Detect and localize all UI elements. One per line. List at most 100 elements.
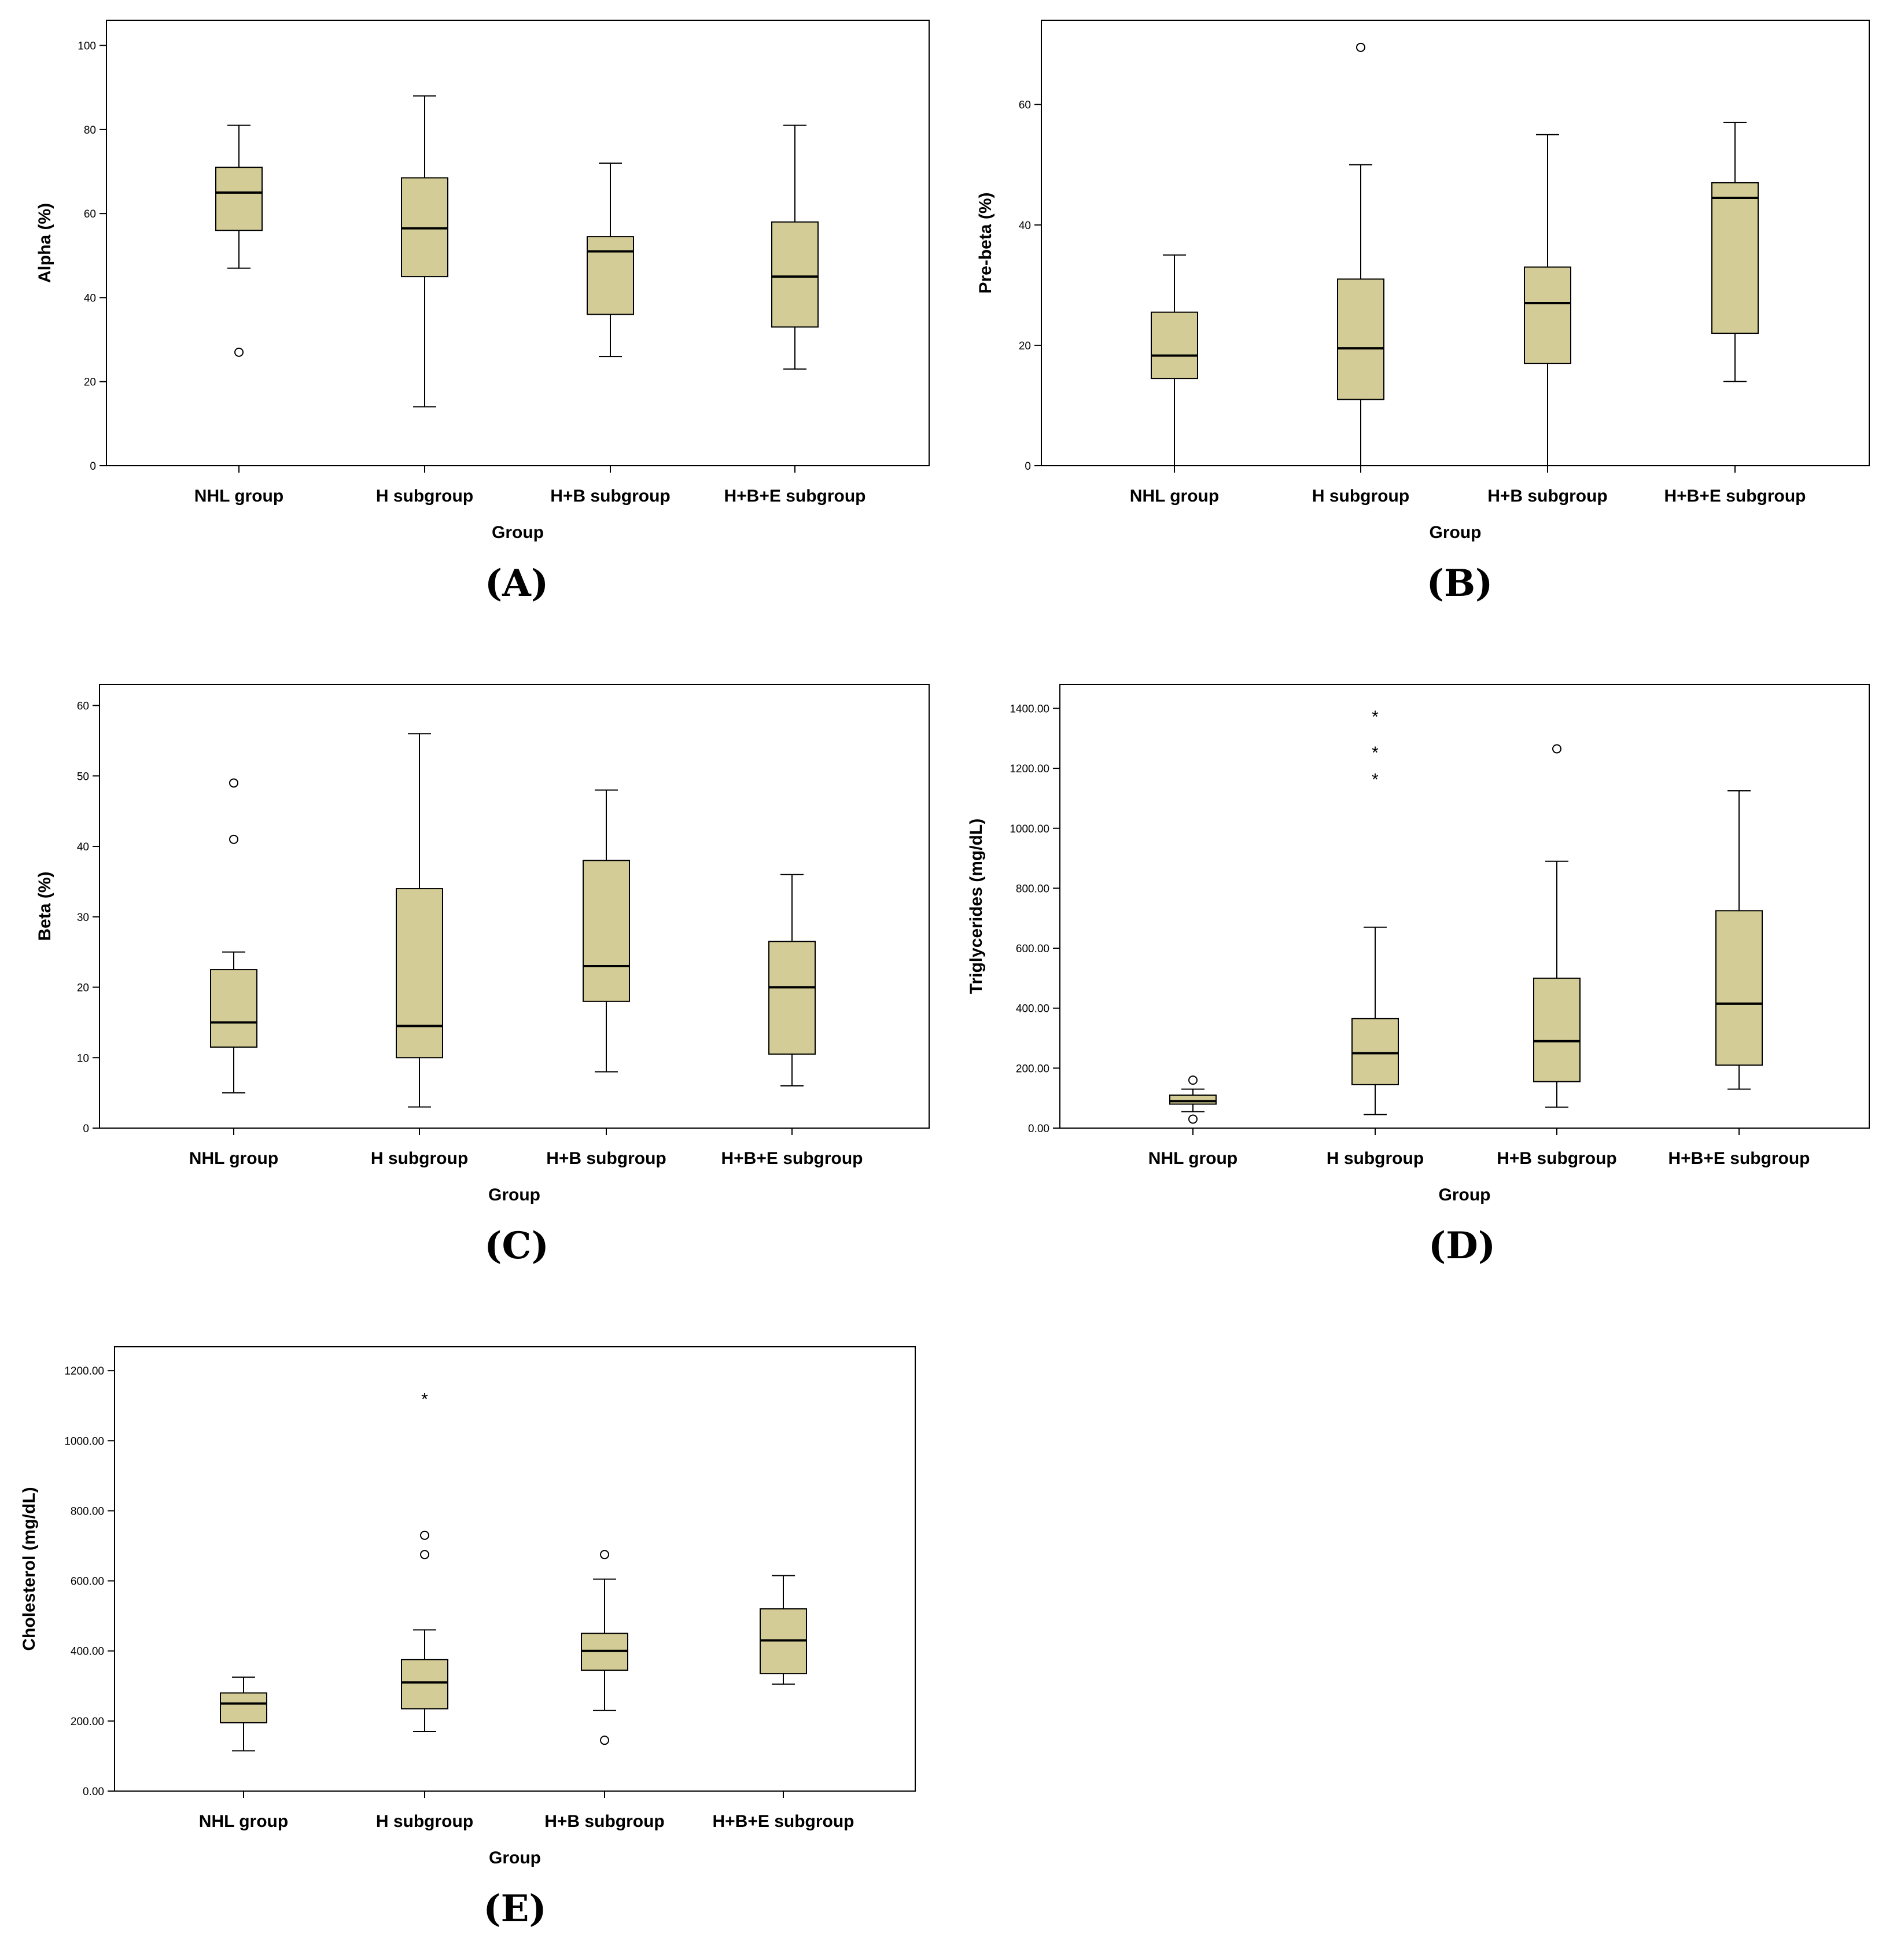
box-plot-1 (215, 124, 263, 357)
panel-label: (C) (484, 1224, 549, 1268)
x-axis-label: Group (489, 1848, 541, 1867)
y-tick-label: 0.00 (1028, 1123, 1049, 1135)
box-plot-1 (1151, 254, 1198, 466)
box-plot-4 (768, 874, 816, 1086)
box-plot-4 (760, 1575, 807, 1685)
y-tick-label: 1200.00 (64, 1365, 104, 1377)
extreme-outlier-star: * (1372, 708, 1379, 727)
box-plot-3 (1524, 134, 1571, 466)
box-plot-3 (581, 1550, 628, 1745)
y-tick-label: 40 (1019, 220, 1031, 232)
outlier-point (600, 1550, 609, 1560)
category-label: H+B+E subgroup (1668, 1149, 1810, 1168)
box-plot-1 (220, 1677, 267, 1752)
extreme-outlier-star: * (421, 1390, 428, 1409)
box-plot-1 (1169, 1075, 1217, 1124)
panel-label: (A) (485, 562, 548, 605)
category-label: NHL group (194, 487, 283, 506)
extreme-outlier-star: * (1372, 771, 1379, 790)
category-label: H subgroup (371, 1149, 468, 1168)
category-label: H subgroup (376, 487, 473, 506)
outlier-point (1188, 1114, 1198, 1124)
category-label: H+B+E subgroup (724, 487, 865, 506)
box-plot-4 (1715, 790, 1763, 1090)
box-plot-3 (587, 162, 634, 358)
category-label: H+B+E subgroup (1664, 487, 1806, 506)
x-axis-label: Group (492, 523, 544, 542)
outlier-point (234, 347, 244, 357)
iqr-box (210, 969, 257, 1048)
category-label: H+B+E subgroup (721, 1149, 863, 1168)
box-plot-3 (583, 789, 630, 1073)
iqr-box (1524, 266, 1571, 364)
y-tick-label: 20 (1019, 340, 1031, 352)
y-tick-label: 60 (1019, 100, 1031, 112)
y-tick-label: 1000.00 (64, 1435, 104, 1447)
y-tick-label: 1200.00 (1010, 763, 1049, 775)
y-tick-label: 1400.00 (1010, 703, 1049, 715)
iqr-box (587, 236, 634, 315)
y-tick-label: 600.00 (71, 1576, 104, 1588)
plot-frame (114, 1346, 916, 1792)
box-plot-2 (396, 733, 443, 1108)
y-tick-label: 0 (90, 460, 96, 473)
iqr-box (1151, 311, 1198, 380)
category-label: H+B subgroup (1497, 1149, 1617, 1168)
category-label: H+B subgroup (550, 487, 671, 506)
box-plot-1 (210, 778, 257, 1094)
y-tick-label: 30 (77, 912, 89, 924)
y-tick-label: 50 (77, 771, 89, 783)
outlier-point (1356, 42, 1365, 52)
category-label: H subgroup (1312, 487, 1409, 506)
plot-frame (99, 684, 930, 1129)
y-tick-label: 60 (77, 701, 89, 713)
y-axis-label: Beta (%) (35, 871, 54, 941)
chart-panel-c: 0 10 20 30 40 50 60 Beta (%) NHL group H subgroup… (35, 684, 930, 1268)
iqr-box (1351, 1018, 1399, 1085)
outlier-point (1552, 744, 1561, 754)
category-label: H+B subgroup (546, 1149, 666, 1168)
y-tick-label: 600.00 (1016, 943, 1049, 955)
box-plot-2 (1337, 42, 1384, 466)
panel-label: (E) (483, 1887, 546, 1930)
outlier-point (1188, 1075, 1198, 1085)
extreme-outlier-star: * (1372, 743, 1379, 762)
y-tick-label: 400.00 (1016, 1003, 1049, 1015)
iqr-box (1337, 278, 1384, 400)
outlier-point (420, 1530, 429, 1540)
y-tick-label: 0.00 (83, 1786, 104, 1798)
category-label: NHL group (189, 1149, 278, 1168)
plot-frame (1041, 20, 1870, 466)
outlier-point (229, 834, 238, 844)
iqr-box (583, 860, 630, 1002)
y-tick-label: 40 (77, 841, 89, 853)
iqr-box (220, 1692, 267, 1723)
y-tick-label: 200.00 (1016, 1063, 1049, 1075)
y-axis-label: Pre-beta (%) (976, 192, 995, 293)
x-axis-label: Group (1430, 523, 1482, 542)
category-label: H+B+E subgroup (712, 1812, 854, 1831)
y-tick-label: 0 (83, 1123, 89, 1135)
category-label: H subgroup (376, 1812, 473, 1831)
box-plot-3 (1533, 744, 1581, 1108)
y-tick-label: 1000.00 (1010, 823, 1049, 835)
y-tick-label: 20 (84, 377, 96, 389)
box-plot-2: * * * (1351, 708, 1399, 1115)
outlier-point (600, 1736, 609, 1745)
y-tick-label: 20 (77, 982, 89, 994)
y-tick-label: 400.00 (71, 1646, 104, 1658)
y-tick-label: 40 (84, 292, 96, 304)
iqr-box (1711, 182, 1759, 334)
box-plot-4 (1711, 121, 1759, 382)
box-plot-2: * (401, 1390, 448, 1733)
category-label: NHL group (1148, 1149, 1237, 1168)
panel-label: (B) (1427, 562, 1493, 605)
box-plot-4 (771, 124, 819, 370)
y-tick-label: 60 (84, 208, 96, 220)
y-tick-label: 100 (78, 40, 96, 53)
panel-label: (D) (1428, 1224, 1496, 1268)
chart-panel-d: 0.00 200.00 400.00 600.00 800.00 1000.00 1200.… (967, 684, 1870, 1268)
category-label: H subgroup (1327, 1149, 1424, 1168)
plot-frame (106, 20, 930, 466)
